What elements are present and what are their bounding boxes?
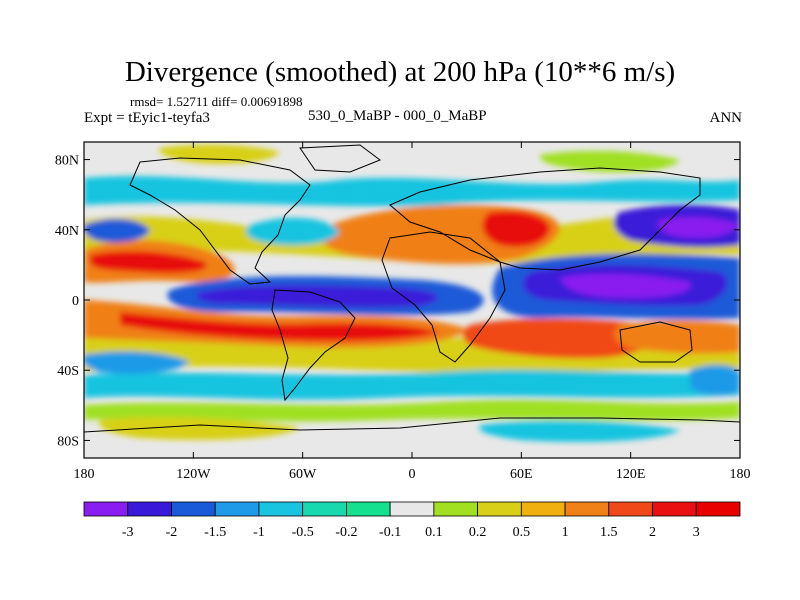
heatmap-region <box>539 150 680 173</box>
colorbar-swatch <box>127 501 172 517</box>
x-tick-label: 60W <box>289 467 317 482</box>
heatmap-region <box>482 210 550 247</box>
outline-europe-asia <box>389 167 701 271</box>
colorbar-label: -0.2 <box>335 525 357 540</box>
colorbar-swatch <box>564 501 610 517</box>
colorbar-swatch <box>345 501 391 517</box>
heatmap-region <box>614 320 740 354</box>
season-label: ANN <box>709 110 743 126</box>
heatmap-region <box>84 212 740 264</box>
heatmap-region <box>479 420 680 442</box>
heatmap-region <box>99 417 301 440</box>
y-tick-label: 40N <box>55 224 79 239</box>
colorbar-swatch <box>302 501 347 517</box>
outline-greenland <box>299 144 382 173</box>
x-tick-label: 180 <box>74 467 95 482</box>
colorbar-label: -1.5 <box>204 525 226 540</box>
colorbar-label: 0.2 <box>469 525 487 540</box>
heatmap-region <box>159 144 280 164</box>
colorbar-label: 0.1 <box>425 525 443 540</box>
colorbar-swatch <box>258 501 304 517</box>
outline-south-america <box>271 289 356 402</box>
colorbar-swatch <box>477 501 522 517</box>
colorbar-label: -0.5 <box>292 525 314 540</box>
colorbar-swatch <box>389 501 435 517</box>
colorbar-label: 1 <box>562 525 569 540</box>
chart-title: Divergence (smoothed) at 200 hPa (10**6 … <box>124 56 676 88</box>
heatmap-region <box>120 312 440 342</box>
colorbar-swatch <box>608 501 653 517</box>
x-tick-label: 120W <box>176 467 211 482</box>
colorbar-label: 3 <box>693 525 700 540</box>
experiment-label: Expt = tEyic1-teyfa3 <box>84 110 210 126</box>
heatmap-region <box>84 399 740 422</box>
colorbar-label: -1 <box>253 525 265 540</box>
colorbar-label: 1.5 <box>600 525 618 540</box>
colorbar: -3 -2 -1.5 -1 -0.5 -0.2 -0.1 0.1 0.2 0.5 1 1.5 2 3 <box>83 501 741 540</box>
x-tick-label: 60E <box>510 467 533 482</box>
heatmap-region <box>196 285 438 308</box>
continent-outlines <box>84 144 740 433</box>
colorbar-label: -0.1 <box>379 525 401 540</box>
heatmap-region <box>658 217 738 238</box>
colorbar-swatch <box>83 501 129 517</box>
colorbar-swatch <box>520 501 566 517</box>
outline-africa <box>381 231 506 363</box>
colorbar-swatch <box>652 501 697 517</box>
y-tick-label: 0 <box>72 294 79 309</box>
colorbar-swatch <box>171 501 216 517</box>
heatmap-region <box>690 364 740 396</box>
colorbar-label: -2 <box>166 525 178 540</box>
heatmap-region <box>84 351 190 374</box>
heatmap-region <box>560 273 691 298</box>
outline-north-america <box>129 157 311 285</box>
axes: 180 120W 60W 0 60E 120E 180 80N 40N 0 40S 80S <box>55 142 751 482</box>
x-tick-label: 0 <box>409 467 416 482</box>
stats-label: rmsd= 1.52711 diff= 0.00691898 <box>130 94 303 109</box>
colorbar-label: 2 <box>649 525 656 540</box>
outline-antarctica <box>84 417 740 433</box>
colorbar-swatch <box>433 501 479 517</box>
y-tick-label: 80N <box>55 154 79 169</box>
heatmap-region <box>90 250 207 274</box>
difference-label: 530_0_MaBP - 000_0_MaBP <box>308 108 487 124</box>
colorbar-label: 0.5 <box>513 525 531 540</box>
heatmap-region <box>246 217 340 246</box>
colorbar-label: -3 <box>122 525 134 540</box>
y-tick-label: 40S <box>57 364 79 379</box>
outline-australia <box>619 321 693 363</box>
x-tick-label: 180 <box>730 467 751 482</box>
heatmap-region <box>84 369 740 400</box>
x-tick-label: 120E <box>616 467 646 482</box>
heatmap-region <box>84 219 150 243</box>
heatmap-region <box>463 318 658 359</box>
y-tick-label: 80S <box>57 434 79 449</box>
heatmap-field <box>84 142 740 458</box>
colorbar-swatch <box>214 501 260 517</box>
colorbar-swatch <box>695 501 741 517</box>
heatmap-region <box>84 176 740 207</box>
